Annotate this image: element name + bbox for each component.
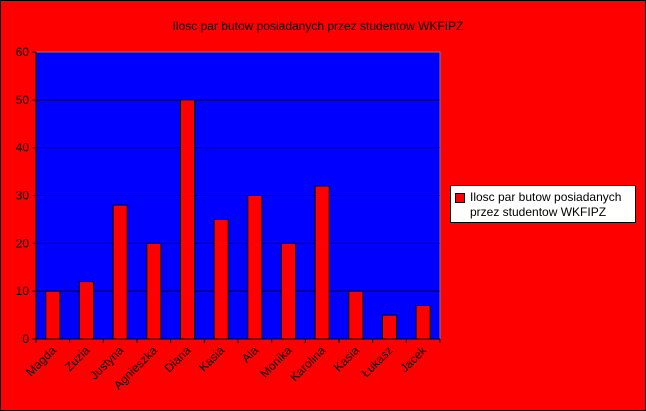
chart-title: Ilosc par butow posiadanych przez studen… <box>173 19 464 33</box>
y-tick-label: 50 <box>16 93 30 107</box>
bar <box>112 204 128 340</box>
bar <box>348 290 364 340</box>
legend-swatch <box>455 193 465 203</box>
bar <box>213 218 229 340</box>
y-tick-label: 60 <box>16 45 30 59</box>
bar <box>381 314 398 340</box>
legend-label: Ilosc par butow posiadanych przez studen… <box>470 190 622 219</box>
bar <box>415 305 431 340</box>
y-tick-label: 10 <box>16 284 30 298</box>
bar <box>280 242 297 340</box>
y-tick-label: 30 <box>16 189 30 203</box>
y-tick-label: 40 <box>16 141 30 155</box>
bar <box>146 242 162 340</box>
y-tick-label: 20 <box>16 236 30 250</box>
bar <box>78 281 95 340</box>
y-tick-label: 0 <box>22 332 29 346</box>
bar <box>314 185 330 340</box>
bar <box>45 290 61 340</box>
bar <box>247 195 263 340</box>
legend: Ilosc par butow posiadanych przez studen… <box>450 185 636 223</box>
bar <box>179 99 196 340</box>
